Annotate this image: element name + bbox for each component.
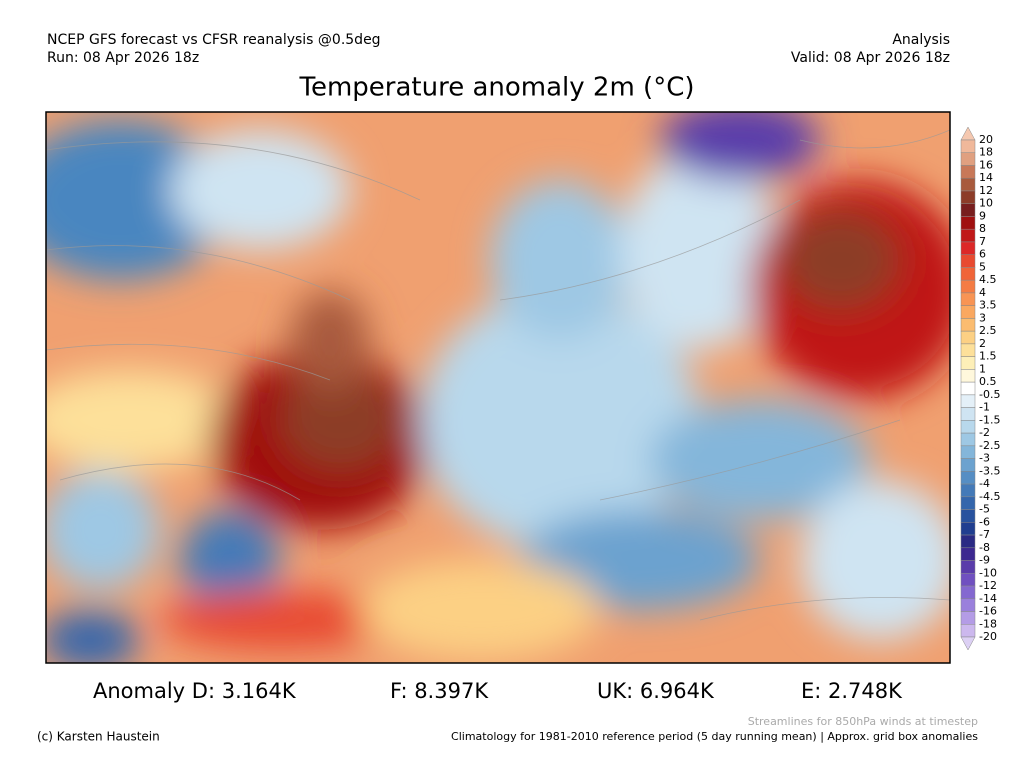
- colorbar-segment: [960, 560, 976, 574]
- colorbar-label: -3: [979, 452, 990, 465]
- colorbar-segment: [960, 318, 976, 332]
- colorbar-segment: [960, 445, 976, 459]
- colorbar-segment: [960, 203, 976, 217]
- colorbar-segment: [960, 534, 976, 549]
- anomaly-row: Anomaly D: 3.164K F: 8.397K UK: 6.964K E: 2…: [93, 679, 903, 703]
- colorbar-label: 3: [979, 311, 986, 324]
- colorbar-label: -20: [979, 630, 997, 643]
- colorbar-label: 4: [979, 286, 986, 299]
- colorbar-segment: [960, 611, 976, 625]
- colorbar-label: -9: [979, 554, 990, 567]
- colorbar-label: -1.5: [979, 413, 1000, 426]
- colorbar-segment: [960, 522, 976, 536]
- colorbar-label: -5: [979, 503, 990, 516]
- map: [46, 112, 950, 663]
- colorbar-segment: [960, 432, 976, 447]
- colorbar-label: -6: [979, 515, 990, 528]
- mode: Analysis: [892, 32, 950, 48]
- colorbar-label: 3.5: [979, 299, 997, 312]
- colorbar-segment: [960, 394, 976, 408]
- colorbar-label: 7: [979, 235, 986, 248]
- colorbar-segment: [960, 152, 976, 166]
- colorbar-label: 8: [979, 222, 986, 235]
- map-frame: [45, 111, 951, 664]
- colorbar-label: -2: [979, 426, 990, 439]
- colorbar-label: 2: [979, 337, 986, 350]
- colorbar-segment: [960, 228, 976, 243]
- colorbar-label: 1: [979, 362, 986, 375]
- title: Temperature anomaly 2m (°C): [299, 73, 695, 103]
- anomaly-value: UK: 6.964K: [597, 679, 715, 703]
- colorbar-label: 1.5: [979, 350, 997, 363]
- colorbar-segment: [960, 547, 976, 561]
- colorbar-segment: [960, 279, 976, 294]
- colorbar-label: 9: [979, 209, 986, 222]
- colorbar-label: 0.5: [979, 375, 997, 388]
- colorbar-segment: [960, 343, 976, 357]
- colorbar-label: 16: [979, 158, 993, 171]
- colorbar-label: -4.5: [979, 490, 1000, 503]
- colorbar-segment: [960, 598, 976, 612]
- colorbar-segment: [960, 305, 976, 319]
- anomaly-value: F: 8.397K: [390, 679, 489, 703]
- colorbar-label: 14: [979, 171, 993, 184]
- colorbar-segment: [960, 471, 976, 485]
- colorbar-segment: [960, 216, 976, 230]
- colorbar-segment: [960, 496, 976, 510]
- colorbar-segment: [960, 483, 976, 498]
- colorbar-segment: [960, 407, 976, 421]
- valid: Valid: 08 Apr 2026 18z: [791, 50, 950, 66]
- colorbar-segment: [960, 190, 976, 204]
- colorbar-arrow: [960, 636, 976, 651]
- colorbar-label: -7: [979, 528, 990, 541]
- colorbar-segment: [960, 165, 976, 179]
- colorbar-label: 18: [979, 146, 993, 159]
- colorbar-label: -16: [979, 605, 997, 618]
- streamline-note: Streamlines for 850hPa winds at timestep: [748, 715, 978, 728]
- colorbar-label: -1: [979, 401, 990, 414]
- credit: (c) Karsten Haustein: [37, 730, 160, 744]
- colorbar: 201816141210987654.543.532.521.510.5-0.5…: [960, 126, 1000, 651]
- colorbar-label: 4.5: [979, 273, 997, 286]
- colorbar-segment: [960, 573, 976, 587]
- colorbar-label: -12: [979, 579, 997, 592]
- colorbar-label: 20: [979, 133, 993, 146]
- colorbar-label: -0.5: [979, 388, 1000, 401]
- colorbar-segment: [960, 420, 976, 434]
- colorbar-label: 12: [979, 184, 993, 197]
- climatology-note: Climatology for 1981-2010 reference peri…: [451, 730, 978, 743]
- colorbar-segment: [960, 139, 976, 153]
- anomaly-value: Anomaly D: 3.164K: [93, 679, 297, 703]
- colorbar-label: -8: [979, 541, 990, 554]
- colorbar-segment: [960, 241, 976, 255]
- colorbar-segment: [960, 509, 976, 523]
- colorbar-arrow: [960, 126, 976, 141]
- colorbar-label: -10: [979, 566, 997, 579]
- source: NCEP GFS forecast vs CFSR reanalysis @0.…: [47, 32, 381, 48]
- colorbar-label: -2.5: [979, 439, 1000, 452]
- colorbar-label: 6: [979, 248, 986, 261]
- colorbar-segment: [960, 254, 976, 268]
- colorbar-label: 5: [979, 260, 986, 273]
- colorbar-segment: [960, 177, 976, 192]
- colorbar-label: 2.5: [979, 324, 997, 337]
- colorbar-label: -3.5: [979, 464, 1000, 477]
- colorbar-segment: [960, 624, 976, 638]
- colorbar-segment: [960, 458, 976, 472]
- run: Run: 08 Apr 2026 18z: [47, 50, 199, 66]
- colorbar-segment: [960, 381, 976, 396]
- colorbar-label: -18: [979, 617, 997, 630]
- anomaly-value: E: 2.748K: [801, 679, 903, 703]
- colorbar-segment: [960, 330, 976, 345]
- colorbar-segment: [960, 267, 976, 281]
- colorbar-label: -14: [979, 592, 997, 605]
- colorbar-segment: [960, 356, 976, 370]
- colorbar-segment: [960, 369, 976, 383]
- colorbar-segment: [960, 292, 976, 306]
- colorbar-segment: [960, 585, 976, 600]
- colorbar-label: 10: [979, 197, 993, 210]
- colorbar-label: -4: [979, 477, 990, 490]
